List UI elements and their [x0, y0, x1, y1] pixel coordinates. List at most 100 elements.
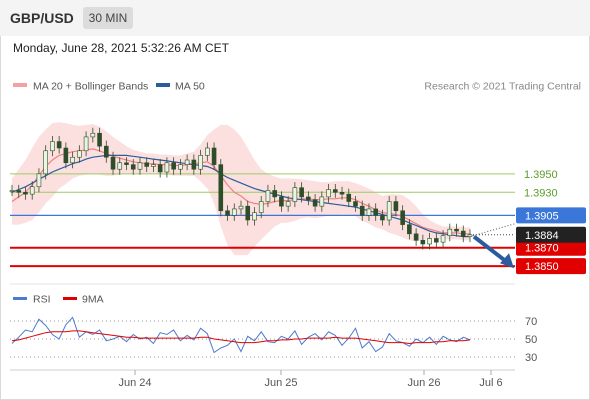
- candle-body: [400, 210, 405, 225]
- candle-body: [29, 186, 35, 195]
- copyright-label: Research © 2021 Trading Central: [424, 81, 581, 93]
- candle-body: [427, 238, 432, 245]
- bollinger-band-area: [12, 122, 470, 256]
- forecast-arrow-head: [500, 253, 514, 269]
- rsi-line: [11, 316, 471, 354]
- candle-body: [178, 164, 183, 170]
- candle-body: [137, 162, 143, 170]
- candle-body: [252, 212, 257, 221]
- ma50-legend-swatch: [156, 83, 170, 87]
- candle-body: [380, 215, 385, 221]
- last-price-label: 1.3884: [525, 230, 559, 242]
- candle-body: [198, 155, 203, 170]
- candle-body: [447, 228, 453, 236]
- candle-body: [36, 173, 42, 188]
- candle-body: [326, 189, 331, 198]
- candle-body: [413, 233, 419, 241]
- candle-body: [306, 196, 311, 200]
- rsi-tick-70: 70: [525, 316, 537, 328]
- resistance-label-1: 1.3950: [524, 169, 558, 181]
- rsi-tick-50: 50: [525, 334, 537, 346]
- x-tick-label: Jun 25: [264, 377, 297, 389]
- candle-body: [50, 141, 55, 152]
- candle-body: [56, 141, 62, 149]
- candle-body: [211, 147, 217, 165]
- candle-body: [117, 162, 123, 170]
- candle-body: [359, 205, 365, 216]
- resistance-label-2: 1.3930: [524, 187, 558, 199]
- candle-body: [90, 132, 96, 138]
- candle-body: [218, 164, 224, 212]
- support-label-1: 1.3870: [525, 243, 559, 255]
- candle-body: [339, 192, 345, 195]
- candle-body: [144, 162, 150, 167]
- candle-body: [157, 164, 163, 173]
- candle-body: [292, 187, 298, 202]
- pivot-label: 1.3905: [525, 210, 559, 222]
- rsi-legend-swatch: [13, 297, 27, 300]
- ma50-legend-label: MA 50: [175, 81, 205, 93]
- candle-body: [258, 201, 264, 213]
- candle-body: [467, 234, 473, 237]
- candle-body: [279, 196, 284, 207]
- rsi-ma-line: [11, 330, 471, 345]
- candle-body: [312, 199, 318, 207]
- candle-body: [77, 150, 82, 158]
- candle-body: [191, 159, 197, 170]
- candle-body: [353, 201, 358, 207]
- candle-body: [346, 193, 352, 202]
- candle-body: [265, 190, 271, 202]
- candle-body: [9, 190, 15, 192]
- ma50-line: [11, 154, 470, 238]
- candle-body: [151, 164, 156, 167]
- rsi-ma-legend-label: 9MA: [82, 294, 104, 306]
- ma20-legend-swatch: [13, 83, 27, 87]
- forecast-arrow-shaft: [472, 235, 508, 263]
- main-legend: MA 20 + Bollinger Bands MA 50 Research ©…: [13, 81, 581, 93]
- candle-body: [386, 201, 392, 221]
- candle-body: [373, 208, 379, 216]
- candle-body: [238, 205, 244, 210]
- candle-body: [366, 208, 372, 216]
- timeframe-button[interactable]: 30 MIN: [83, 7, 133, 29]
- rsi-legend: RSI 9MA: [13, 294, 104, 306]
- candle-body: [110, 156, 116, 170]
- ma50-extension: [469, 223, 516, 238]
- candle-body: [407, 224, 412, 235]
- candle-body: [245, 205, 251, 221]
- candle-body: [23, 192, 28, 195]
- rsi-legend-label: RSI: [33, 294, 51, 306]
- candle-body: [231, 208, 237, 216]
- candle-body: [103, 145, 109, 158]
- support-label-box-2: [516, 258, 586, 275]
- candle-body: [272, 190, 277, 198]
- header-bar: GBP/USD 30 MIN: [0, 0, 590, 36]
- candle-body: [420, 240, 426, 245]
- candle-body: [460, 230, 466, 237]
- candle-body: [16, 190, 22, 193]
- candle-body: [83, 136, 89, 152]
- candle-body: [124, 162, 129, 165]
- candle-body: [97, 132, 102, 147]
- support-label-2: 1.3850: [525, 261, 559, 273]
- candle-body: [225, 210, 230, 216]
- candle-body: [205, 147, 210, 156]
- support-label-box-1: [516, 239, 586, 256]
- candle-body: [393, 201, 399, 212]
- candle-body: [299, 187, 304, 198]
- candle-body: [332, 189, 338, 193]
- x-tick-label: Jul 6: [479, 377, 502, 389]
- candle-body: [319, 196, 325, 207]
- pivot-label-box: [516, 207, 586, 224]
- candle-body: [70, 156, 75, 164]
- last-price-box: [516, 226, 586, 243]
- ma20-legend-label: MA 20 + Bollinger Bands: [33, 81, 148, 93]
- chart-datetime: Monday, June 28, 2021 5:32:26 AM CET: [13, 41, 229, 55]
- candle-body: [184, 159, 190, 165]
- x-tick-label: Jun 26: [407, 377, 440, 389]
- candles-group: [9, 127, 473, 250]
- candle-body: [130, 164, 136, 170]
- candle-body: [434, 238, 439, 243]
- candle-body: [285, 201, 291, 207]
